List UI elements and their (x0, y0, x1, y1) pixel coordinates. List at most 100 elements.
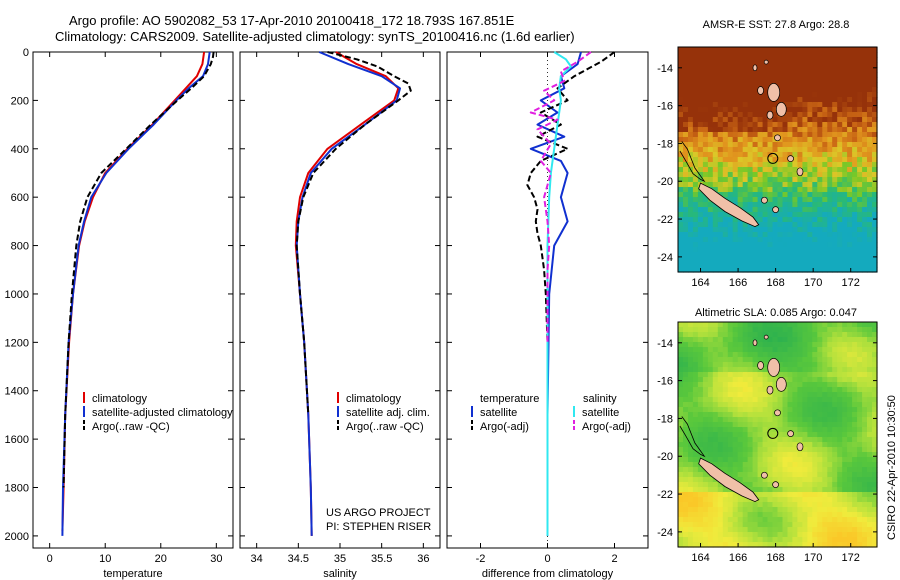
heatmap-cell (787, 447, 794, 453)
heatmap-cell (842, 422, 848, 428)
heatmap-cell (697, 167, 704, 173)
heatmap-cell (697, 442, 704, 448)
heatmap-cell (767, 352, 774, 358)
heatmap-cell (678, 167, 684, 173)
heatmap-cell (812, 522, 818, 528)
heatmap-cell (872, 447, 878, 453)
heatmap-cell (737, 102, 744, 108)
heatmap-cell (817, 527, 823, 533)
heatmap-cell (832, 357, 838, 363)
heatmap-cell (712, 172, 719, 178)
heatmap-cell (837, 342, 843, 348)
heatmap-cell (797, 467, 803, 473)
heatmap-cell (782, 487, 789, 493)
heatmap-cell (807, 267, 813, 273)
heatmap-cell (688, 117, 694, 123)
heatmap-cell (832, 442, 838, 448)
heatmap-cell (802, 122, 808, 128)
heatmap-cell (717, 407, 724, 413)
heatmap-cell (792, 177, 798, 183)
heatmap-cell (857, 362, 863, 368)
heatmap-cell (822, 472, 828, 478)
y-tick-label: -24 (657, 252, 673, 264)
heatmap-cell (862, 67, 868, 73)
heatmap-cell (837, 362, 843, 368)
heatmap-cell (822, 477, 828, 483)
heatmap-cell (817, 392, 823, 398)
profile-title: Argo profile: AO 5902082_53 17-Apr-2010 … (69, 13, 515, 28)
heatmap-cell (722, 192, 729, 198)
heatmap-cell (707, 92, 714, 98)
heatmap-cell (842, 467, 848, 473)
heatmap-cell (852, 417, 858, 423)
heatmap-cell (817, 62, 823, 68)
heatmap-cell (752, 452, 759, 458)
heatmap-cell (717, 402, 724, 408)
heatmap-cell (702, 482, 709, 488)
heatmap-cell (702, 242, 709, 248)
heatmap-cell (742, 387, 749, 393)
heatmap-cell (732, 422, 739, 428)
heatmap-cell (792, 367, 798, 373)
heatmap-cell (792, 337, 798, 343)
heatmap-cell (727, 167, 734, 173)
heatmap-cell (822, 482, 828, 488)
heatmap-cell (683, 222, 689, 228)
heatmap-cell (683, 332, 689, 338)
heatmap-cell (857, 267, 863, 273)
heatmap-cell (862, 167, 868, 173)
heatmap-cell (692, 512, 699, 518)
heatmap-cell (757, 352, 764, 358)
heatmap-cell (762, 132, 769, 138)
heatmap-cell (857, 232, 863, 238)
heatmap-cell (712, 187, 719, 193)
heatmap-cell (683, 442, 689, 448)
heatmap-cell (847, 482, 853, 488)
heatmap-cell (697, 347, 704, 353)
heatmap-cell (817, 167, 823, 173)
heatmap-cell (807, 417, 813, 423)
heatmap-cell (812, 432, 818, 438)
heatmap-cell (717, 252, 724, 258)
y-tick-label: 1600 (5, 434, 29, 446)
heatmap-cell (767, 262, 774, 268)
heatmap-cell (842, 62, 848, 68)
heatmap-cell (722, 182, 729, 188)
heatmap-cell (757, 142, 764, 148)
heatmap-cell (732, 107, 739, 113)
heatmap-cell (727, 402, 734, 408)
heatmap-cell (827, 152, 833, 158)
heatmap-cell (683, 112, 689, 118)
heatmap-cell (722, 392, 729, 398)
heatmap-cell (797, 392, 803, 398)
heatmap-cell (727, 197, 734, 203)
heatmap-cell (757, 177, 764, 183)
heatmap-cell (782, 422, 789, 428)
heatmap-cell (697, 132, 704, 138)
heatmap-cell (727, 247, 734, 253)
heatmap-cell (827, 407, 833, 413)
heatmap-cell (802, 237, 808, 243)
heatmap-cell (827, 187, 833, 193)
heatmap-cell (757, 512, 764, 518)
heatmap-cell (847, 92, 853, 98)
heatmap-cell (852, 482, 858, 488)
heatmap-cell (712, 52, 719, 58)
heatmap-cell (792, 527, 798, 533)
heatmap-cell (712, 82, 719, 88)
heatmap-cell (772, 247, 779, 253)
heatmap-cell (872, 487, 878, 493)
heatmap-cell (822, 127, 828, 133)
legend-panel-3: temperature salinitysatelliteArgo(-adj)sa… (471, 393, 631, 433)
heatmap-cell (712, 232, 719, 238)
heatmap-cell (707, 452, 714, 458)
heatmap-cell (787, 352, 794, 358)
heatmap-cell (747, 132, 754, 138)
heatmap-cell (707, 107, 714, 113)
heatmap-cell (712, 367, 719, 373)
heatmap-cell (767, 167, 774, 173)
heatmap-cell (852, 377, 858, 383)
heatmap-cell (747, 522, 754, 528)
heatmap-cell (847, 412, 853, 418)
